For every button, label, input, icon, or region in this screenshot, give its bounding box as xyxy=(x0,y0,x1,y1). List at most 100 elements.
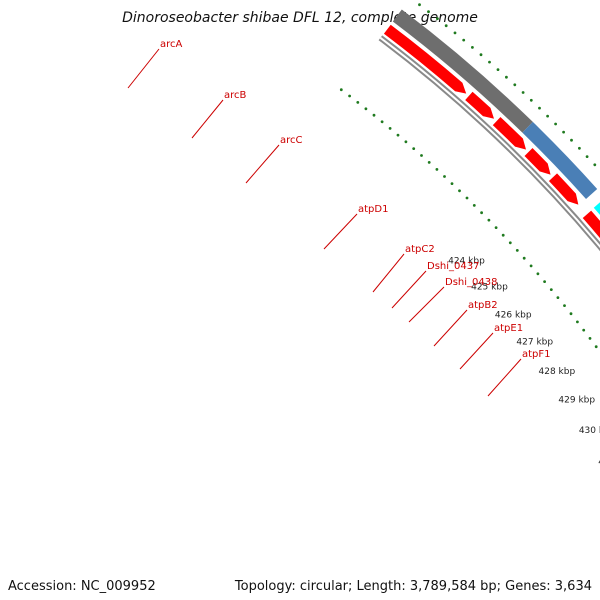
gene-label: arcC xyxy=(280,135,303,146)
gene-label: atpB2 xyxy=(468,300,498,311)
outer-tick-mark xyxy=(418,3,421,7)
outer-tick-mark xyxy=(427,10,430,14)
cds-arrow-2 xyxy=(491,115,528,151)
outer-tick-mark xyxy=(444,24,448,28)
inner-tick-mark xyxy=(450,182,454,186)
inner-tick-mark xyxy=(569,312,573,316)
inner-tick-mark xyxy=(427,161,431,164)
gene-label-layer: 424 kbp 425 kbp 426 kbp 427 kbp 428 kbp 429 k… xyxy=(127,39,600,467)
kbp-tick-label: 431 kbp xyxy=(598,457,600,467)
inner-tick-mark xyxy=(420,154,423,157)
outer-tick-mark xyxy=(585,155,589,159)
gene-leader-line xyxy=(372,253,405,293)
inner-tick-mark xyxy=(501,233,505,237)
inner-tick-mark xyxy=(339,88,343,92)
inner-tick-mark xyxy=(494,226,498,230)
inner-tick-mark xyxy=(588,337,592,340)
kbp-tick-label: 428 kbp xyxy=(539,367,576,377)
gene-label: arcB xyxy=(224,90,247,101)
cds-arrow-3 xyxy=(523,146,552,176)
inner-tick-mark xyxy=(515,249,519,252)
outer-tick-mark xyxy=(570,138,573,142)
map-title: Dinoroseobacter shibae DFL 12, complete … xyxy=(122,10,478,26)
cds-arrow-4 xyxy=(547,172,580,206)
gene-leader-line xyxy=(245,144,280,184)
gene-leader-line xyxy=(433,309,468,347)
inner-tick-mark xyxy=(356,101,360,104)
gene-leader-line xyxy=(127,48,160,89)
gene-label: atpC2 xyxy=(405,244,435,255)
inner-tick-mark xyxy=(404,140,408,144)
inner-tick-mark xyxy=(487,218,491,222)
outer-tick-mark xyxy=(562,130,565,134)
kbp-tick-label: 424 kbp xyxy=(448,257,485,267)
kbp-tick-label: 427 kbp xyxy=(516,338,553,348)
outer-tick-mark xyxy=(479,53,483,57)
gene-label: atpE1 xyxy=(494,323,523,334)
outer-tick-mark xyxy=(505,75,508,79)
inner-tick-mark xyxy=(396,133,400,137)
inner-tick-mark xyxy=(549,288,553,291)
cog-segment-gray xyxy=(392,9,533,133)
inner-tick-mark xyxy=(372,113,376,117)
kbp-tick-label: 425 kbp xyxy=(471,283,508,293)
outer-tick-mark xyxy=(546,114,549,118)
gene-leader-line xyxy=(487,358,522,397)
tick-layer xyxy=(339,3,598,349)
genome-summary-text: Topology: circular; Length: 3,789,584 bp… xyxy=(234,579,592,594)
outer-tick-mark xyxy=(436,17,439,21)
outer-tick-mark xyxy=(513,83,517,87)
cds-arrow-0 xyxy=(382,23,468,95)
feature-layer xyxy=(378,9,600,252)
outer-tick-mark xyxy=(462,38,466,42)
inner-tick-mark xyxy=(480,211,483,215)
gene-label: Dshi_0438 xyxy=(445,277,497,288)
outer-tick-mark xyxy=(538,106,541,110)
inner-tick-mark xyxy=(556,296,560,299)
inner-tick-mark xyxy=(522,256,526,260)
gene-label: atpD1 xyxy=(358,204,388,215)
gene-leader-line xyxy=(323,213,358,250)
cds-arrow-5 xyxy=(581,209,600,240)
gene-leader-line xyxy=(408,286,445,323)
gene-leader-line xyxy=(191,99,224,139)
cog-segment-cyan xyxy=(593,202,600,215)
inner-tick-mark xyxy=(543,280,546,283)
outer-tick-mark xyxy=(471,46,474,49)
inner-tick-mark xyxy=(443,175,446,178)
kbp-tick-label: 426 kbp xyxy=(495,311,532,321)
outer-tick-mark xyxy=(593,163,597,167)
outer-tick-mark xyxy=(521,91,525,94)
inner-tick-mark xyxy=(594,345,598,349)
inner-tick-mark xyxy=(388,126,392,130)
inner-tick-mark xyxy=(435,168,439,171)
outer-tick-mark xyxy=(554,122,557,126)
gene-leader-line xyxy=(459,332,494,370)
inner-tick-mark xyxy=(563,304,566,307)
inner-tick-mark xyxy=(348,94,351,98)
outer-tick-mark xyxy=(453,31,457,35)
inner-tick-mark xyxy=(508,241,512,245)
inner-tick-mark xyxy=(412,147,416,151)
gene-label: arcA xyxy=(160,39,183,50)
outer-tick-mark xyxy=(488,60,491,64)
inner-tick-mark xyxy=(465,196,469,200)
kbp-tick-label: 430 kbp xyxy=(579,426,600,436)
inner-tick-mark xyxy=(536,272,540,276)
inner-tick-mark xyxy=(472,204,476,207)
cds-arrow-1 xyxy=(464,90,496,120)
backbone-ring-core xyxy=(379,37,600,249)
outer-tick-mark xyxy=(496,68,500,71)
outer-tick-mark xyxy=(578,146,581,150)
kbp-tick-label: 429 kbp xyxy=(558,395,595,405)
inner-tick-mark xyxy=(458,189,461,193)
inner-tick-mark xyxy=(576,320,579,324)
inner-tick-mark xyxy=(380,120,384,124)
inner-tick-mark xyxy=(364,107,368,111)
cog-segment-blue xyxy=(522,121,598,200)
outer-tick-mark xyxy=(529,98,533,102)
gene-label: atpF1 xyxy=(522,349,551,360)
gene-label: Dshi_0437 xyxy=(427,261,479,272)
inner-tick-mark xyxy=(582,328,586,332)
